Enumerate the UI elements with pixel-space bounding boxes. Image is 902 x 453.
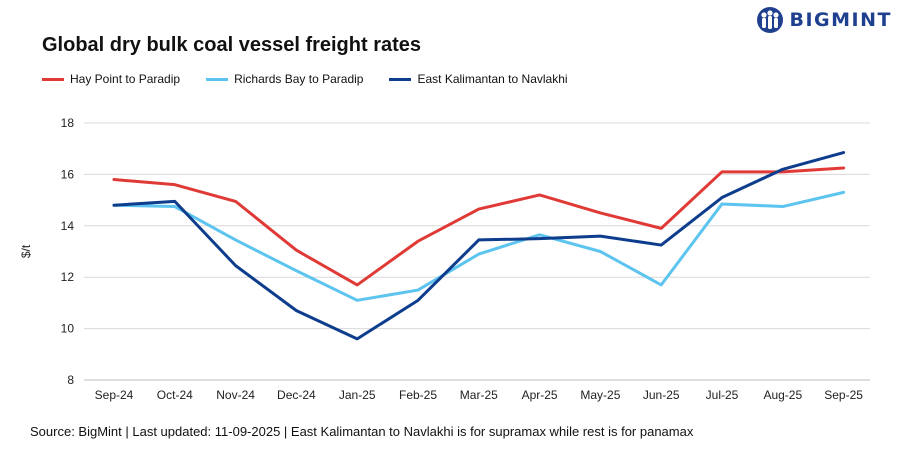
legend-label-east-kalimantan: East Kalimantan to Navlakhi bbox=[417, 72, 568, 86]
bigmint-logo-icon bbox=[756, 7, 783, 33]
y-tick-label: 16 bbox=[61, 167, 75, 181]
x-tick-label: Mar-25 bbox=[460, 388, 498, 402]
legend-item-east-kalimantan: East Kalimantan to Navlakhi bbox=[389, 72, 568, 86]
legend-swatch-east-kalimantan bbox=[389, 77, 412, 81]
y-tick-label: 18 bbox=[61, 116, 75, 130]
x-tick-label: Dec-24 bbox=[277, 388, 316, 402]
x-tick-label: Sep-25 bbox=[824, 388, 863, 402]
chart-legend: Hay Point to Paradip Richards Bay to Par… bbox=[42, 72, 568, 86]
x-tick-label: Jan-25 bbox=[339, 388, 376, 402]
legend-label-hay-point: Hay Point to Paradip bbox=[70, 72, 181, 86]
x-tick-label: Feb-25 bbox=[399, 388, 437, 402]
series-line-hay-point bbox=[112, 166, 846, 287]
legend-swatch-hay-point bbox=[42, 77, 64, 81]
x-tick-label: Aug-25 bbox=[763, 388, 802, 402]
x-tick-label: Sep-24 bbox=[95, 388, 134, 402]
legend-label-richards-bay: Richards Bay to Paradip bbox=[234, 72, 364, 86]
legend-item-richards-bay: Richards Bay to Paradip bbox=[206, 72, 363, 86]
y-tick-label: 8 bbox=[67, 373, 74, 387]
x-tick-label: Nov-24 bbox=[216, 388, 255, 402]
legend-swatch-richards-bay bbox=[206, 77, 229, 81]
brand-logo: BIGMINT bbox=[756, 6, 893, 34]
series-line-richards-bay bbox=[112, 190, 846, 302]
source-note: Source: BigMint | Last updated: 11-09-20… bbox=[30, 424, 694, 439]
series-line-east-kalimantan bbox=[112, 151, 846, 341]
brand-name: BIGMINT bbox=[789, 9, 892, 31]
x-tick-label: May-25 bbox=[580, 388, 620, 402]
y-axis-label: $/t bbox=[19, 244, 33, 258]
x-tick-label: Apr-25 bbox=[522, 388, 558, 402]
y-tick-label: 14 bbox=[61, 219, 75, 233]
y-tick-label: 12 bbox=[61, 270, 75, 284]
x-tick-label: Jul-25 bbox=[706, 388, 739, 402]
y-tick-label: 10 bbox=[61, 322, 75, 336]
chart-title: Global dry bulk coal vessel freight rate… bbox=[42, 34, 422, 56]
x-tick-label: Oct-24 bbox=[157, 388, 193, 402]
legend-item-hay-point: Hay Point to Paradip bbox=[42, 72, 180, 86]
x-tick-label: Jun-25 bbox=[643, 388, 680, 402]
